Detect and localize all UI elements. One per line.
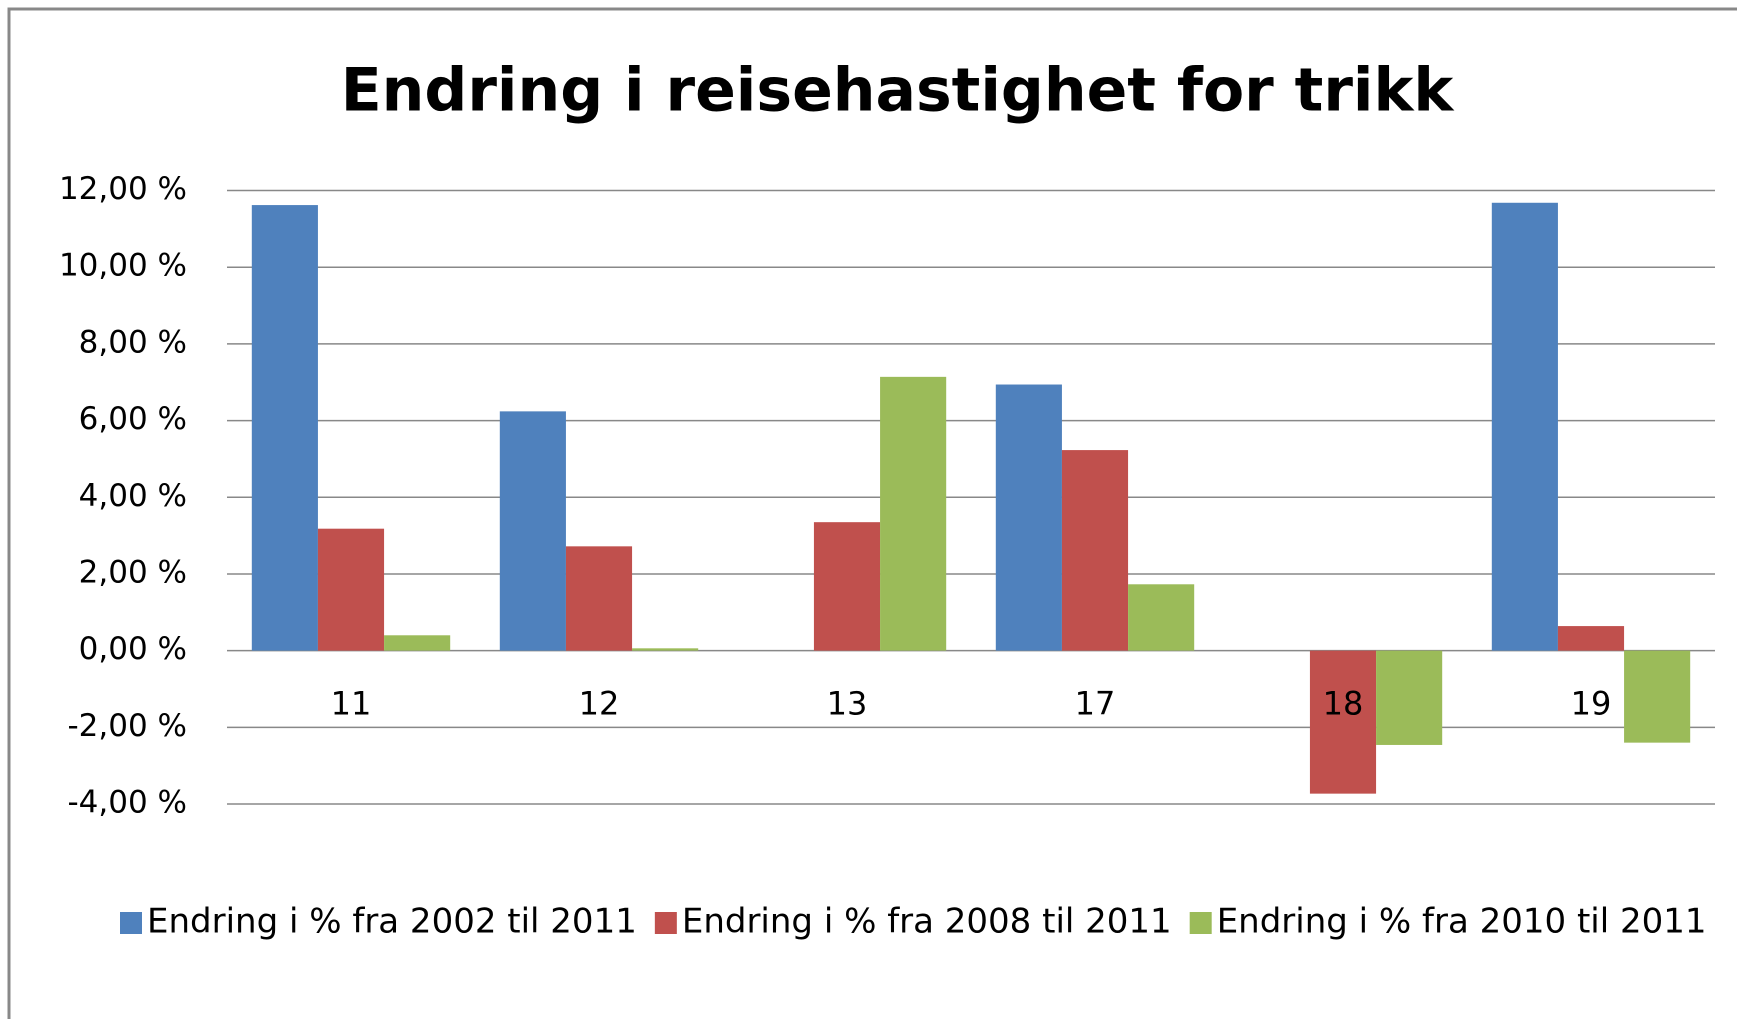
bar: [1061, 450, 1129, 651]
bar: [251, 205, 318, 651]
bar: [880, 376, 947, 651]
bar: [499, 411, 566, 651]
y-tick-label: 4,00 %: [79, 478, 187, 514]
y-tick-label: 10,00 %: [59, 248, 187, 284]
y-tick-label: -4,00 %: [67, 785, 187, 821]
y-tick-label: 2,00 %: [79, 554, 187, 590]
x-tick-label: 13: [827, 685, 868, 723]
bar: [317, 528, 385, 651]
legend-swatch: [1189, 912, 1212, 934]
bar: [632, 648, 699, 651]
bar: [1376, 650, 1443, 745]
bar: [565, 546, 633, 651]
bar: [1491, 202, 1558, 651]
legend-swatch: [654, 912, 677, 934]
x-tick-label: 17: [1075, 685, 1116, 723]
bar: [1309, 650, 1377, 794]
y-tick-label: 6,00 %: [79, 401, 187, 437]
bar: [1557, 626, 1625, 651]
x-tick-label: 11: [331, 685, 372, 723]
legend-label: Endring i % fra 2002 til 2011: [147, 902, 637, 942]
bar: [995, 384, 1062, 651]
y-tick-label: 12,00 %: [59, 171, 187, 207]
y-tick-label: -2,00 %: [67, 708, 187, 744]
bar: [813, 522, 881, 651]
x-tick-label: 19: [1571, 685, 1612, 723]
chart-title: Endring i reisehastighet for trikk: [341, 56, 1456, 126]
bar: [1624, 650, 1691, 743]
x-tick-label: 12: [579, 685, 620, 723]
x-tick-label: 18: [1323, 685, 1364, 723]
y-tick-label: 8,00 %: [79, 324, 187, 360]
chart-frame: [7, 7, 1737, 1019]
legend-label: Endring i % fra 2010 til 2011: [1217, 902, 1707, 942]
legend-label: Endring i % fra 2008 til 2011: [682, 902, 1172, 942]
bar: [1128, 584, 1195, 651]
y-tick-label: 0,00 %: [79, 631, 187, 667]
legend-swatch: [120, 912, 142, 934]
bar: [384, 635, 451, 651]
